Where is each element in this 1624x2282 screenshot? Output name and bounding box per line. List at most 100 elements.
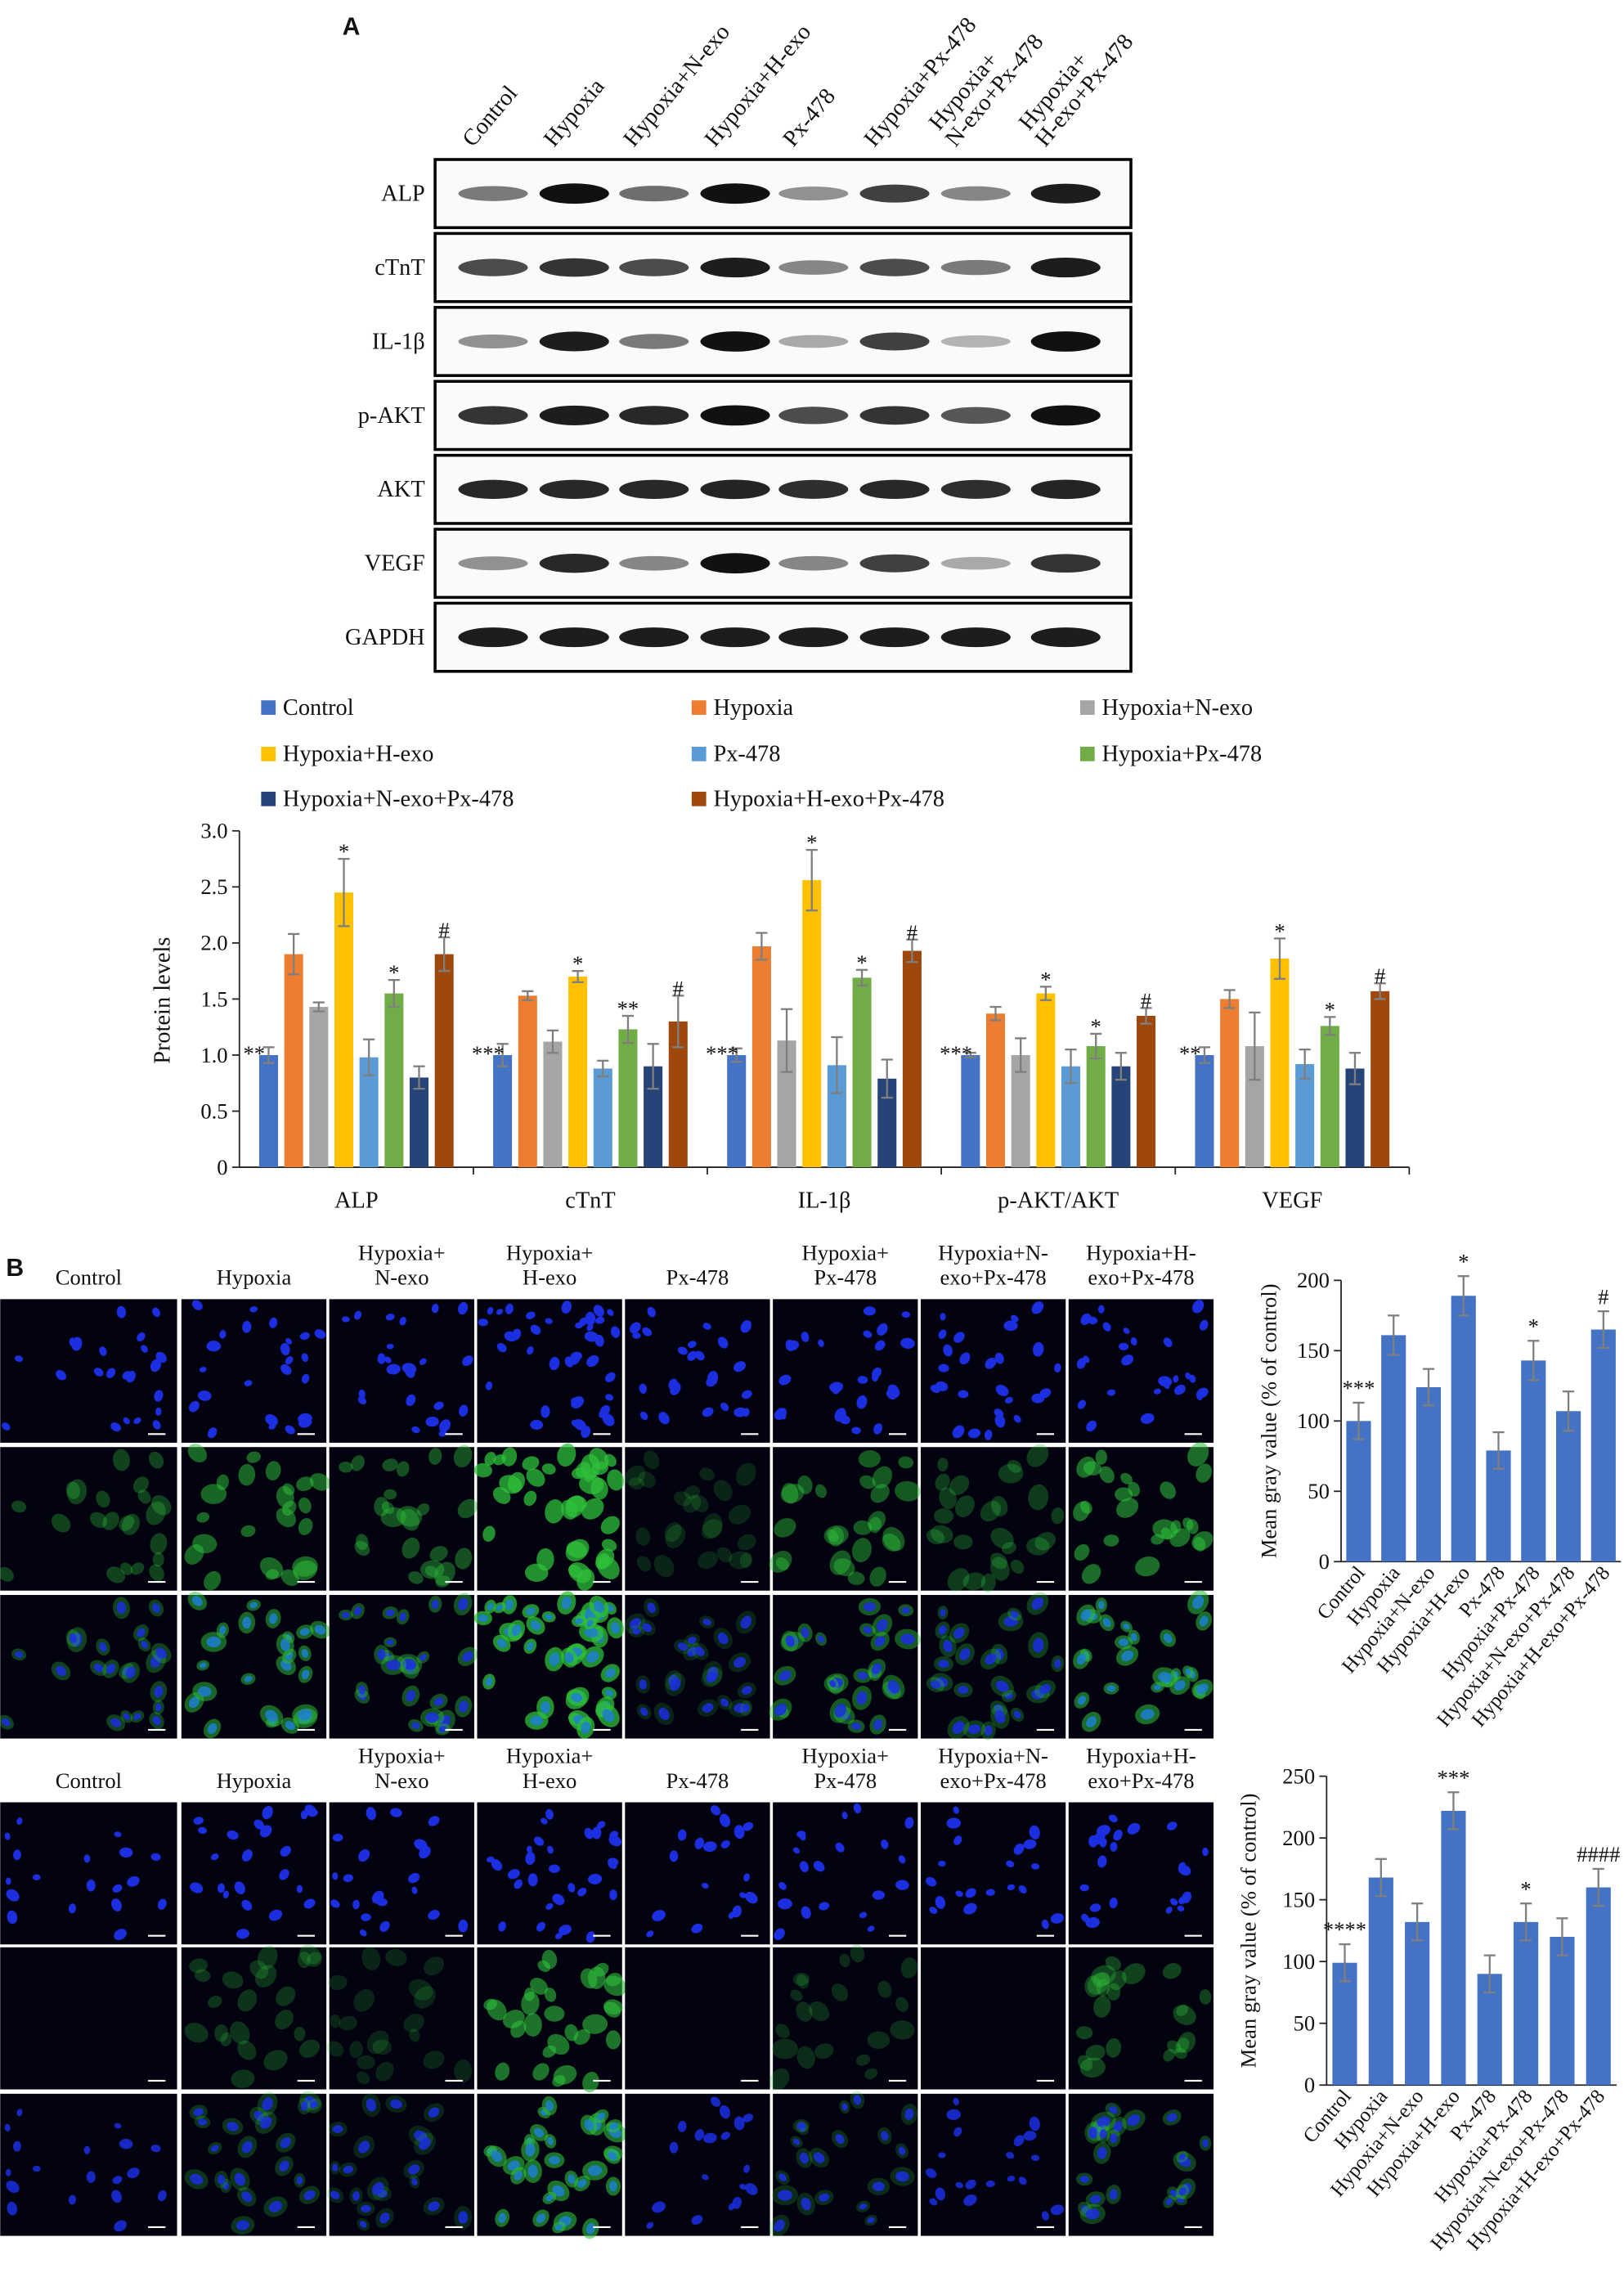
micrograph-bg xyxy=(0,2093,177,2236)
nucleus xyxy=(687,1636,697,1644)
green-signal xyxy=(238,1463,256,1486)
blot-band xyxy=(940,259,1011,276)
micrograph xyxy=(0,1595,177,1739)
nucleus xyxy=(632,1628,641,1635)
nucleus xyxy=(425,1712,439,1723)
bar xyxy=(543,1041,563,1168)
nucleus xyxy=(150,2145,161,2153)
nucleus xyxy=(702,1703,714,1713)
nucleus xyxy=(577,1887,587,1897)
nucleus xyxy=(639,1679,648,1690)
nucleus xyxy=(872,1663,882,1674)
nucleus xyxy=(332,1872,339,1880)
green-signal xyxy=(523,1490,537,1507)
nucleus xyxy=(198,1826,207,1835)
error-bar xyxy=(1348,1052,1362,1085)
nucleus xyxy=(694,1646,705,1656)
error-bar xyxy=(1039,986,1052,1001)
green-signal xyxy=(962,1572,986,1591)
error-bar xyxy=(496,1043,509,1067)
green-signal xyxy=(900,1957,918,1979)
nucleus xyxy=(873,1718,883,1731)
nucleus xyxy=(462,1355,473,1367)
nucleus xyxy=(241,2140,253,2154)
error-bar xyxy=(730,1047,742,1063)
nucleus xyxy=(332,2125,343,2133)
protein-label: GAPDH xyxy=(345,625,425,650)
green-signal xyxy=(852,1538,872,1562)
nucleus xyxy=(646,2221,654,2229)
nucleus xyxy=(406,1394,416,1407)
nucleus xyxy=(386,1660,401,1671)
nucleus xyxy=(314,1624,326,1635)
green-signal xyxy=(214,2024,228,2042)
green-signal xyxy=(868,1516,882,1534)
green-signal xyxy=(582,2014,608,2034)
nucleus xyxy=(584,2119,594,2131)
significance: #### xyxy=(1577,1842,1620,1866)
nucleus xyxy=(357,1396,366,1405)
green-signal xyxy=(1007,1459,1022,1473)
nucleus xyxy=(303,1898,316,1909)
green-signal xyxy=(339,2015,357,2031)
green-signal xyxy=(381,1502,395,1514)
green-signal xyxy=(859,1475,876,1489)
protein-label: IL-1β xyxy=(372,329,425,354)
nucleus xyxy=(1196,1387,1209,1399)
nucleus xyxy=(1018,1884,1027,1893)
significance: * xyxy=(1325,997,1335,1022)
nucleus xyxy=(301,1649,309,1658)
green-signal xyxy=(523,2013,542,2037)
nucleus xyxy=(133,1417,141,1425)
column-label: Px-478 xyxy=(814,1768,877,1793)
green-signal xyxy=(1085,2045,1106,2061)
micrograph xyxy=(773,1299,918,1443)
nucleus xyxy=(150,1853,161,1861)
green-signal xyxy=(1191,1531,1214,1551)
green-signal xyxy=(380,1507,406,1528)
green-signal xyxy=(428,1448,442,1465)
green-signal xyxy=(507,1471,526,1493)
nucleus xyxy=(1158,1376,1173,1387)
green-signal xyxy=(926,1529,945,1545)
nucleus xyxy=(940,1313,946,1321)
green-signal xyxy=(102,1512,119,1530)
nucleus xyxy=(1178,1862,1186,1869)
nucleus xyxy=(227,2122,239,2132)
nucleus xyxy=(1106,1389,1116,1396)
nucleus xyxy=(586,1354,599,1368)
nucleus xyxy=(154,1686,164,1698)
green-signal xyxy=(187,1444,208,1462)
nucleus xyxy=(478,1318,488,1327)
nucleus xyxy=(285,1425,295,1435)
micrograph xyxy=(769,1447,921,1591)
green-signal xyxy=(1196,1463,1213,1483)
micrograph xyxy=(920,1444,1066,1592)
green-signal xyxy=(775,2024,790,2038)
blot-band xyxy=(458,479,528,500)
micrograph xyxy=(181,2091,327,2236)
bar xyxy=(1451,1296,1476,1562)
nucleus xyxy=(507,1869,520,1880)
green-signal xyxy=(351,1455,365,1471)
green-signal xyxy=(990,1557,1010,1581)
nucleus xyxy=(189,1400,200,1413)
nucleus xyxy=(428,2107,440,2118)
green-signal xyxy=(698,1551,719,1570)
bar xyxy=(493,1054,513,1168)
nucleus xyxy=(505,1599,514,1610)
nucleus xyxy=(602,1413,615,1426)
green-signal xyxy=(930,1525,953,1543)
nucleus xyxy=(358,1849,370,1862)
nucleus xyxy=(702,1407,714,1417)
green-signal xyxy=(739,1552,753,1569)
green-signal xyxy=(853,1520,873,1535)
green-signal xyxy=(1122,1963,1146,1984)
nucleus xyxy=(1039,1388,1052,1399)
green-signal xyxy=(544,2006,565,2022)
bar xyxy=(985,1013,1006,1168)
bar xyxy=(644,1066,663,1168)
y-tick-label: 100 xyxy=(1297,1408,1330,1433)
error-bar xyxy=(780,1008,793,1073)
green-signal xyxy=(855,2054,871,2066)
